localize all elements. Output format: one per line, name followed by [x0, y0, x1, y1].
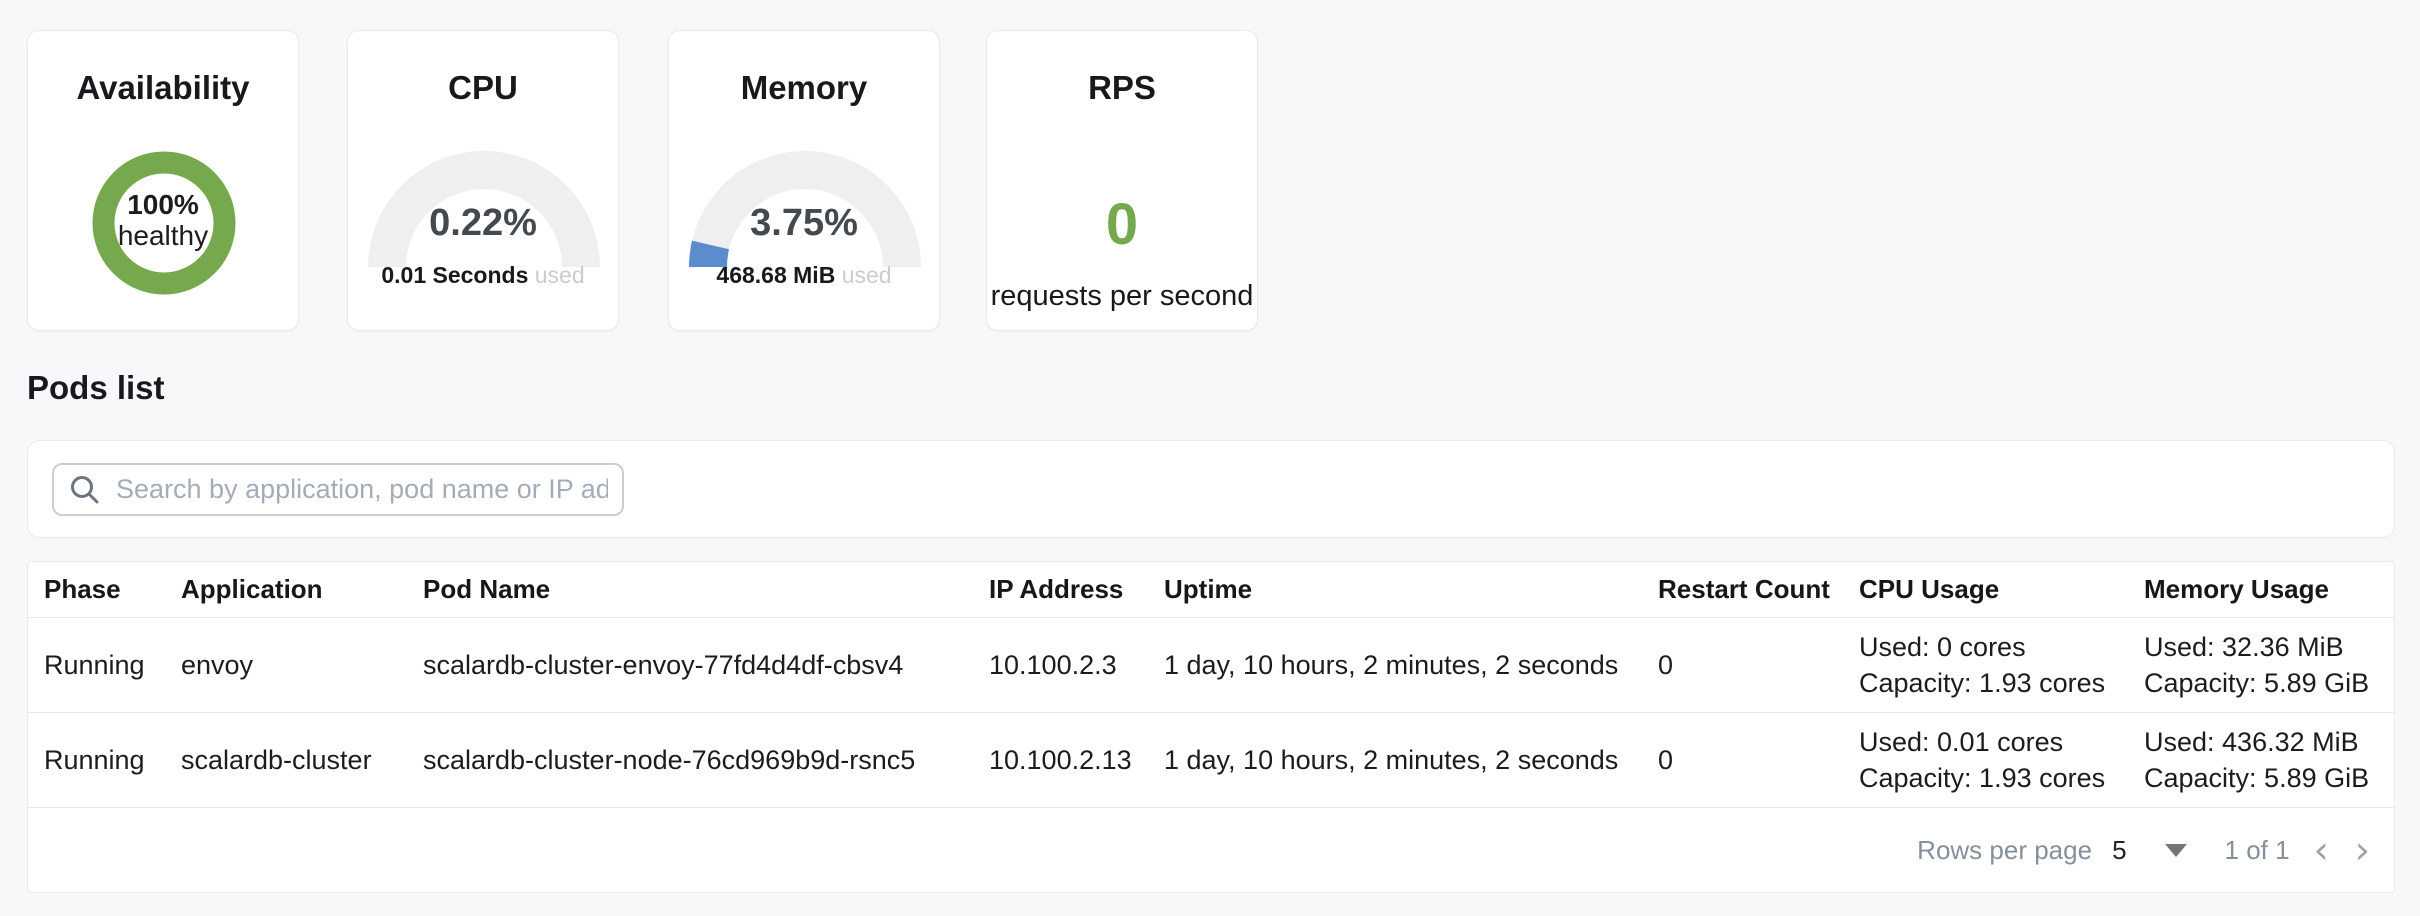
memory-capacity-line: Capacity: 5.89 GiB: [2144, 763, 2370, 793]
table-row: Running envoy scalardb-cluster-envoy-77f…: [28, 618, 2394, 713]
search-box[interactable]: [52, 463, 624, 516]
table-row: Running scalardb-cluster scalardb-cluste…: [28, 713, 2394, 808]
col-header-phase: Phase: [44, 574, 121, 604]
rows-per-page-label: Rows per page: [1917, 834, 2093, 865]
cell-restart-count: 0: [1658, 649, 1674, 680]
cell-application: envoy: [181, 649, 254, 680]
availability-value: 100%: [127, 189, 199, 220]
table-footer: Rows per page 5 1 of 1 ‹ ›: [28, 808, 2394, 892]
cpu-used-suffix: used: [534, 262, 585, 288]
memory-gauge-chart: [688, 151, 921, 268]
col-header-cpu-usage: CPU Usage: [1859, 574, 2000, 604]
pods-table: Phase Application Pod Name IP Address Up…: [27, 561, 2395, 893]
search-icon: [71, 475, 99, 503]
col-header-pod-name: Pod Name: [423, 574, 551, 604]
cpu-card: CPU 0.22% 0.01 Seconds used: [347, 30, 619, 331]
memory-used-line: Used: 436.32 MiB: [2144, 727, 2359, 757]
cell-memory-usage: Used: 32.36 MiB Capacity: 5.89 GiB: [2144, 629, 2378, 701]
memory-used-suffix: used: [841, 262, 892, 288]
cell-phase: Running: [44, 649, 145, 680]
col-header-restart-count: Restart Count: [1658, 574, 1830, 604]
availability-ring-chart: [92, 151, 236, 295]
search-input[interactable]: [116, 474, 608, 505]
cell-phase: Running: [44, 744, 145, 775]
memory-used-value: 468.68 MiB: [716, 262, 836, 288]
col-header-ip-address: IP Address: [989, 574, 1124, 604]
cell-ip-address: 10.100.2.3: [989, 649, 1117, 680]
memory-capacity-line: Capacity: 5.89 GiB: [2144, 668, 2370, 698]
rows-per-page-value[interactable]: 5: [2112, 834, 2127, 865]
memory-card: Memory 3.75% 468.68 MiB used: [668, 30, 940, 331]
cell-application: scalardb-cluster: [181, 744, 372, 775]
col-header-memory-usage: Memory Usage: [2144, 574, 2329, 604]
memory-title: Memory: [740, 69, 868, 106]
rps-card: RPS 0 requests per second: [986, 30, 1258, 331]
memory-percent: 3.75%: [750, 202, 858, 244]
availability-card: Availability 100% healthy: [27, 30, 299, 331]
search-card: [27, 440, 2395, 538]
cell-cpu-usage: Used: 0 cores Capacity: 1.93 cores: [1859, 629, 2144, 701]
table-header-row: Phase Application Pod Name IP Address Up…: [28, 562, 2394, 618]
rps-title: RPS: [1088, 69, 1156, 106]
cell-ip-address: 10.100.2.13: [989, 744, 1132, 775]
cpu-used-line: Used: 0.01 cores: [1859, 727, 2064, 757]
availability-label: healthy: [117, 220, 209, 251]
cell-uptime: 1 day, 10 hours, 2 minutes, 2 seconds: [1164, 649, 1619, 680]
cpu-capacity-line: Capacity: 1.93 cores: [1859, 763, 2106, 793]
page-info: 1 of 1: [2224, 834, 2290, 865]
cpu-gauge-chart: [368, 151, 600, 268]
cell-pod-name: scalardb-cluster-node-76cd969b9d-rsnc5: [423, 744, 916, 775]
col-header-uptime: Uptime: [1164, 574, 1253, 604]
cell-pod-name: scalardb-cluster-envoy-77fd4d4df-cbsv4: [423, 649, 904, 680]
pods-list-heading: Pods list: [27, 369, 165, 406]
availability-title: Availability: [76, 69, 250, 106]
col-header-application: Application: [181, 574, 323, 604]
memory-used-line: Used: 32.36 MiB: [2144, 632, 2344, 662]
rps-label: requests per second: [990, 280, 1254, 312]
rps-value: 0: [1105, 192, 1139, 257]
cell-restart-count: 0: [1658, 744, 1674, 775]
cell-uptime: 1 day, 10 hours, 2 minutes, 2 seconds: [1164, 744, 1619, 775]
previous-page-button[interactable]: ‹: [2313, 828, 2329, 872]
next-page-button[interactable]: ›: [2354, 828, 2370, 872]
cpu-capacity-line: Capacity: 1.93 cores: [1859, 668, 2106, 698]
cpu-used: 0.01 Seconds used: [348, 261, 618, 289]
cpu-title: CPU: [448, 69, 518, 106]
cell-memory-usage: Used: 436.32 MiB Capacity: 5.89 GiB: [2144, 724, 2378, 796]
availability-ring-text: 100% healthy: [28, 189, 298, 251]
rows-per-page-caret-icon[interactable]: [2164, 843, 2187, 857]
memory-used: 468.68 MiB used: [669, 261, 939, 289]
cpu-used-value: 0.01 Seconds: [381, 262, 529, 288]
cpu-used-line: Used: 0 cores: [1859, 632, 2026, 662]
cpu-percent: 0.22%: [429, 202, 537, 244]
cell-cpu-usage: Used: 0.01 cores Capacity: 1.93 cores: [1859, 724, 2144, 796]
